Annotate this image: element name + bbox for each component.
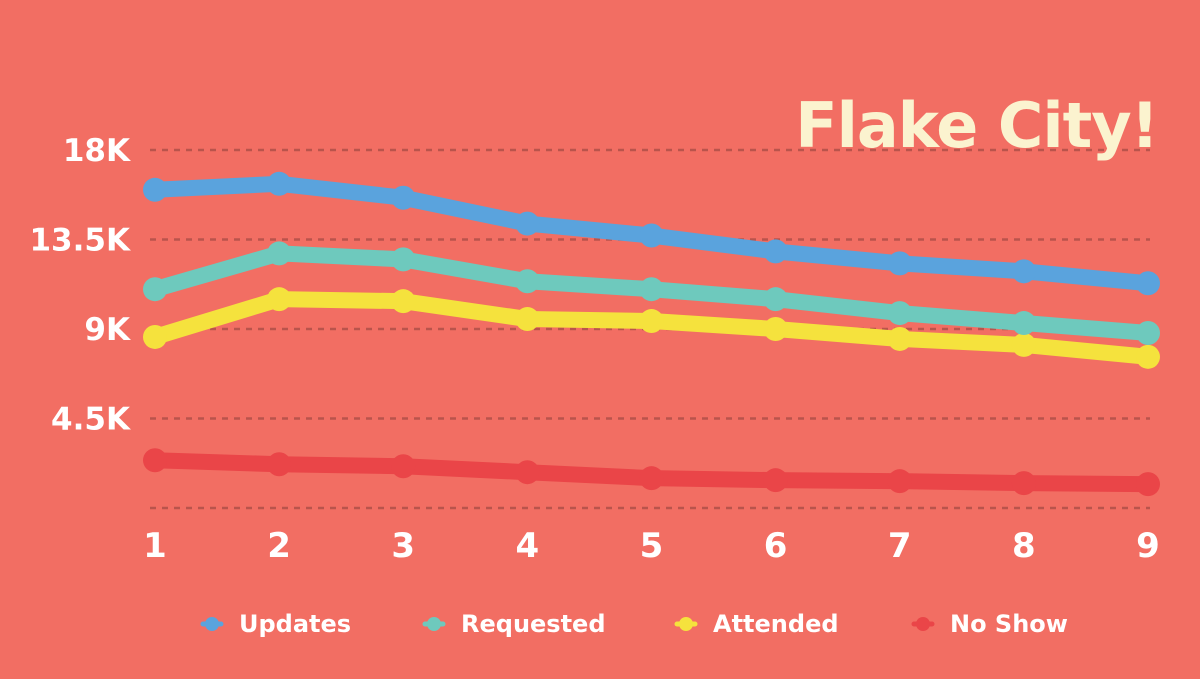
data-point [143,277,167,302]
data-point [391,247,416,272]
x-tick-label: 9 [1136,526,1160,566]
data-point [515,211,540,236]
legend-dot-swatch [427,617,441,631]
data-point [1136,344,1160,369]
legend-item: Attended [674,610,839,638]
legend-label: Attended [713,610,839,638]
legend-label: No Show [950,610,1068,638]
data-point [391,289,416,314]
data-point [763,317,788,341]
series-requested [143,241,1160,345]
x-tick-label: 1 [143,526,167,566]
x-tick-label: 4 [516,526,540,566]
data-point [887,301,912,326]
y-axis-ticks: 4.5K 9K 13.5K 18K [29,133,130,438]
series-updates [143,171,1160,296]
data-point [639,309,664,334]
legend-dot-swatch [679,617,693,631]
data-point [763,287,788,312]
x-tick-label: 3 [391,526,415,566]
data-point [887,326,912,351]
series-no-show [143,448,1160,497]
data-point [143,177,167,202]
chart-title: Flake City! [795,89,1158,162]
y-tick-label: 9K [84,312,131,348]
gridlines [150,148,1150,510]
data-point [143,324,167,349]
data-point [1011,311,1036,336]
data-point [887,469,912,494]
data-point [639,466,664,491]
data-point [1136,320,1160,345]
x-tick-label: 2 [267,526,291,566]
y-tick-label: 13.5K [29,223,130,259]
legend: Updates Requested Attended No Show [200,610,1068,638]
data-point [143,448,167,473]
data-point [391,454,416,479]
data-point [391,185,416,210]
data-point [1011,471,1036,496]
y-tick-label: 4.5K [51,402,131,438]
data-point [1136,271,1160,296]
data-point [763,239,788,264]
data-point [267,241,292,266]
data-point [515,460,540,485]
data-point [267,171,292,196]
series-lines [143,171,1160,497]
data-point [515,269,540,294]
data-point [887,251,912,276]
y-tick-label: 18K [63,133,131,169]
legend-label: Updates [239,610,351,638]
legend-dot-swatch [205,617,219,631]
x-axis-ticks: 1 2 3 4 5 6 7 8 9 [143,526,1160,566]
data-point [1011,259,1036,284]
legend-dot-swatch [916,617,930,631]
data-point [763,468,788,493]
data-point [267,452,292,477]
data-point [1011,332,1036,357]
data-point [1136,472,1160,497]
data-point [515,307,540,332]
x-tick-label: 5 [640,526,664,566]
legend-item: No Show [911,610,1068,638]
legend-item: Requested [422,610,606,638]
x-tick-label: 6 [764,526,788,566]
series-attended [143,287,1160,369]
data-point [267,287,292,312]
x-tick-label: 8 [1012,526,1036,566]
data-point [639,277,664,302]
legend-label: Requested [461,610,606,638]
x-tick-label: 7 [888,526,912,566]
legend-item: Updates [200,610,351,638]
data-point [639,223,664,248]
